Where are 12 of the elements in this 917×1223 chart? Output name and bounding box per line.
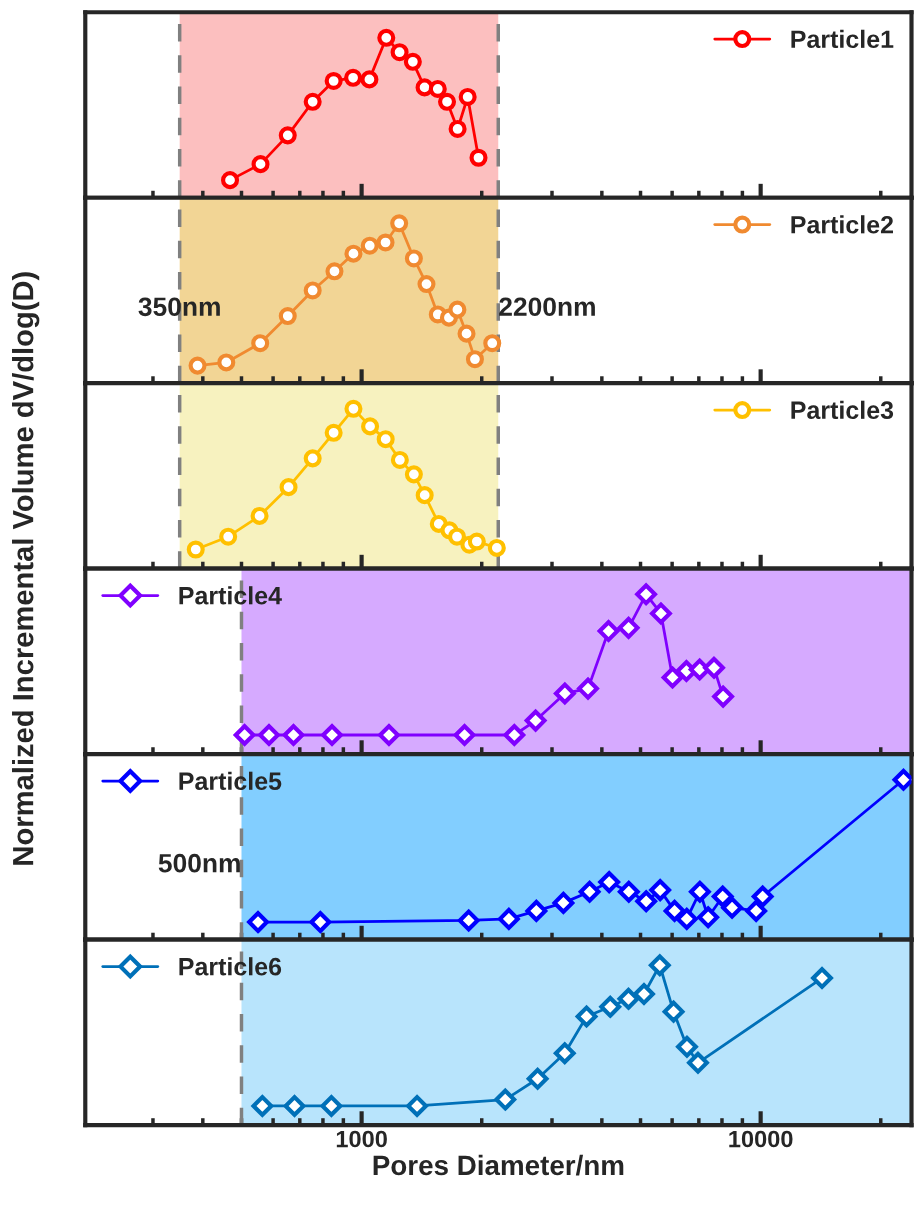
legend-label: Particle1 <box>791 29 894 49</box>
legend-label: Particle4 <box>179 586 282 605</box>
ref-line-label: 350nm <box>138 297 220 317</box>
legend-label: Particle2 <box>791 215 893 234</box>
y-axis-title: Normalized Incremental Volume dV/dlog(D) <box>12 272 40 865</box>
legend-label: Particle6 <box>179 957 282 976</box>
x-axis-title: Pores Diameter/nm <box>373 1154 624 1176</box>
legend-label: Particle3 <box>791 400 894 420</box>
ref-line-label: 2200nm <box>499 297 595 317</box>
ref-line-label: 500nm <box>158 853 240 873</box>
x-tick-label: 10000 <box>729 1130 793 1148</box>
x-tick-label: 1000 <box>336 1130 387 1148</box>
